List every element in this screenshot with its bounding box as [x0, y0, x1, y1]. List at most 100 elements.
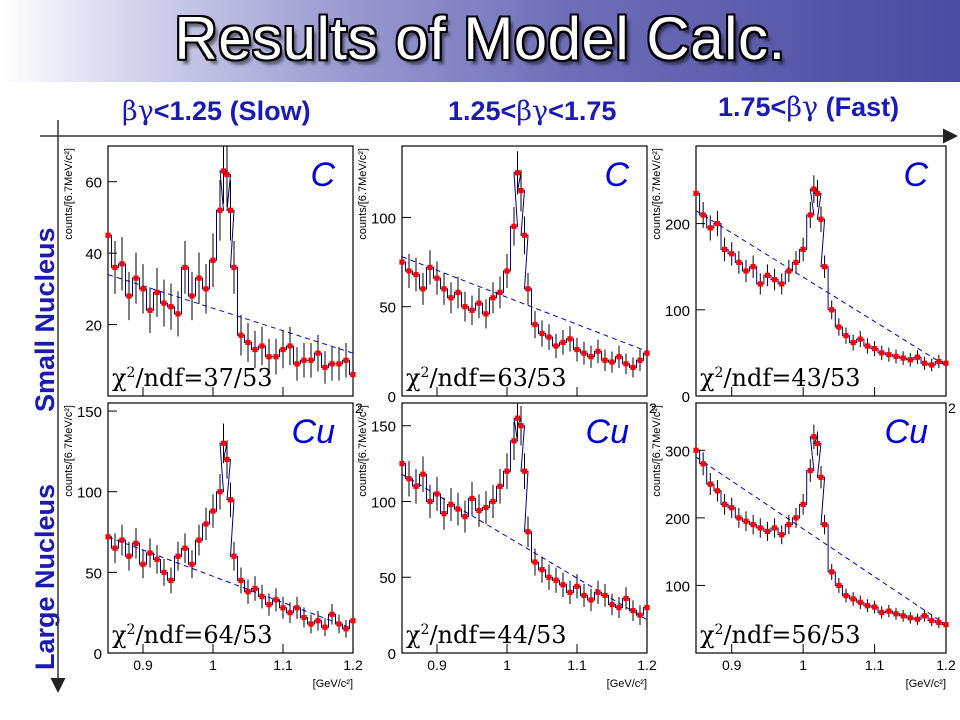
column-header-mid: 1.25<βγ<1.75 [448, 96, 616, 127]
panels-group: 20 40 60 0.9 1 1.1 1.2 counts/[6.7MeV/c²] Cχ2/nd… [63, 145, 956, 690]
data-point [743, 268, 749, 274]
data-point [829, 307, 835, 313]
y-tick-label: 0 [94, 646, 102, 663]
y-axis-label: counts/[6.7MeV/c²] [357, 148, 369, 240]
data-point [857, 336, 863, 342]
chi2-ndf-label: χ2/ndf=63/53 [406, 364, 567, 392]
data-point [814, 190, 821, 197]
y-tick-label: 60 [85, 175, 102, 192]
data-point [818, 216, 824, 222]
data-point [140, 286, 146, 292]
y-tick-label: 100 [665, 303, 690, 320]
data-point [133, 275, 139, 281]
data-point [350, 371, 356, 378]
data-point [714, 220, 721, 227]
x-unit-label: [GeV/c²] [313, 678, 353, 690]
chart-panel-5: 0 50 100 150 0.9 1 1.1 1.2 counts/[6.7MeV/c²] Cu χ… [357, 402, 657, 673]
data-point [736, 259, 742, 265]
data-point [843, 592, 849, 599]
column-header-pre: 1.75< [718, 92, 787, 122]
y-tick-label: 200 [665, 217, 690, 234]
data-point [871, 604, 878, 610]
data-point [893, 611, 899, 617]
data-point [514, 415, 521, 421]
slide-title: Results of Model Calc. [174, 5, 786, 72]
data-point [532, 559, 538, 565]
chi2-ndf-label: χ2/ndf=64/53 [112, 621, 273, 649]
data-point [455, 506, 461, 512]
data-point [936, 358, 942, 365]
column-header-fast: 1.75<βγ (Fast) [718, 92, 899, 123]
data-point [224, 171, 230, 178]
data-point [786, 268, 792, 274]
data-point [252, 346, 258, 353]
data-point [757, 281, 763, 287]
data-point [623, 595, 629, 602]
data-point [836, 582, 842, 589]
data-point [154, 289, 160, 296]
data-point [227, 497, 234, 503]
y-tick-label: 200 [665, 511, 690, 528]
data-point [693, 447, 699, 453]
y-axis-label: counts/[6.7MeV/c²] [651, 148, 663, 240]
data-point [105, 534, 111, 540]
data-point [793, 259, 799, 265]
column-header-text: <1.25 (Slow) [153, 96, 311, 126]
background-fit-line [401, 256, 648, 352]
y-tick-label: 100 [371, 494, 396, 511]
data-point [567, 589, 573, 595]
data-point [210, 257, 216, 263]
chi2-ndf-label: χ2/ndf=44/53 [406, 621, 567, 649]
data-point [581, 350, 587, 356]
y-tick-label: 50 [379, 300, 396, 317]
data-point [175, 553, 181, 559]
y-axis-label: counts/[6.7MeV/c²] [63, 148, 75, 240]
data-point [301, 614, 307, 621]
data-point [721, 246, 728, 253]
data-point [750, 264, 756, 270]
data-point [238, 577, 244, 584]
data-point [343, 357, 349, 363]
data-point [280, 605, 286, 611]
data-point [189, 561, 195, 567]
x-tick-label: 1.1 [273, 657, 293, 673]
data-point [448, 501, 454, 508]
data-point [525, 286, 531, 292]
column-header-greek: βγ [122, 96, 154, 127]
target-label: C [903, 156, 928, 194]
data-point [786, 522, 792, 528]
data-point [871, 345, 878, 352]
data-point [399, 461, 405, 467]
x-tick-label: 1.2 [343, 657, 363, 673]
y-axis-label: counts/[6.7MeV/c²] [651, 405, 663, 497]
chart-panel-1: 2040600.911.11.2counts/[6.7MeV/c²]Cχ2/nd… [63, 145, 363, 416]
data-point [483, 504, 489, 511]
data-point [336, 361, 342, 367]
data-point [921, 360, 928, 366]
y-tick-label: 150 [77, 404, 102, 421]
data-point [707, 225, 713, 231]
data-point [259, 593, 265, 600]
data-point [771, 525, 778, 531]
y-tick-label: 0 [388, 646, 396, 663]
data-point [914, 354, 921, 360]
data-point [800, 246, 806, 253]
data-point [602, 592, 608, 599]
y-tick-label: 300 [665, 443, 690, 460]
data-point [700, 461, 706, 467]
data-point [105, 232, 111, 238]
data-point [750, 522, 756, 528]
data-point [779, 532, 785, 538]
data-point [504, 468, 510, 474]
data-point [818, 474, 824, 480]
data-point [850, 596, 856, 602]
data-point [511, 438, 517, 444]
data-point [850, 339, 856, 346]
data-point [637, 612, 643, 618]
data-point [147, 550, 153, 556]
y-tick-label: 100 [77, 485, 102, 502]
data-point [616, 604, 622, 611]
y-tick-label: 0 [682, 389, 690, 406]
data-point [483, 311, 489, 317]
data-point [588, 354, 594, 360]
